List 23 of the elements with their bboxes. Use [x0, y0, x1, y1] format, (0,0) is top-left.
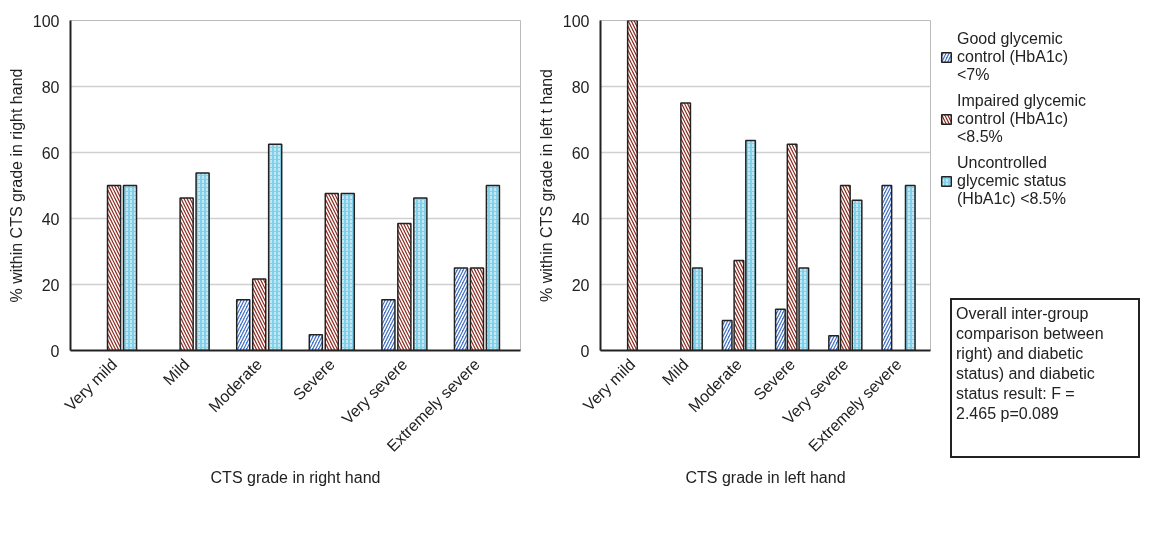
- x-tick-label: Mild: [658, 355, 692, 389]
- x-axis-title: CTS grade in right hand: [210, 468, 381, 486]
- x-tick-label: Very mild: [61, 355, 121, 415]
- y-tick-label: 80: [41, 78, 60, 96]
- y-tick-label: 80: [571, 78, 590, 96]
- y-tick-label: 20: [571, 276, 590, 294]
- y-tick-label: 60: [41, 144, 60, 162]
- y-axis-title: % within CTS grade in right hand: [7, 68, 25, 303]
- y-tick-label: 40: [41, 210, 60, 228]
- x-tick-label: Mild: [159, 355, 193, 389]
- y-tick-label: 0: [580, 342, 590, 360]
- y-tick-label: 100: [562, 12, 590, 30]
- x-axis-title: CTS grade in left hand: [685, 468, 846, 486]
- y-tick-label: 40: [571, 210, 590, 228]
- y-axis-title: % within CTS grade in left t hand: [537, 68, 555, 302]
- y-tick-label: 0: [50, 342, 60, 360]
- text: Overall inter-group comparison between right) and diabetic status) and diabetic status result: F = 2.465 p=0.089: [956, 304, 1104, 424]
- y-tick-label: 60: [571, 144, 590, 162]
- legend-label: Good glycemic control (HbA1c) <7%: [957, 30, 1069, 84]
- legend-label: Uncontrolled glycemic status (HbA1c) <8.5%: [957, 154, 1067, 208]
- y-tick-label: 100: [32, 12, 60, 30]
- y-tick-label: 20: [41, 276, 60, 294]
- legend-label: Impaired glycemic control (HbA1c) <8.5%: [957, 92, 1086, 146]
